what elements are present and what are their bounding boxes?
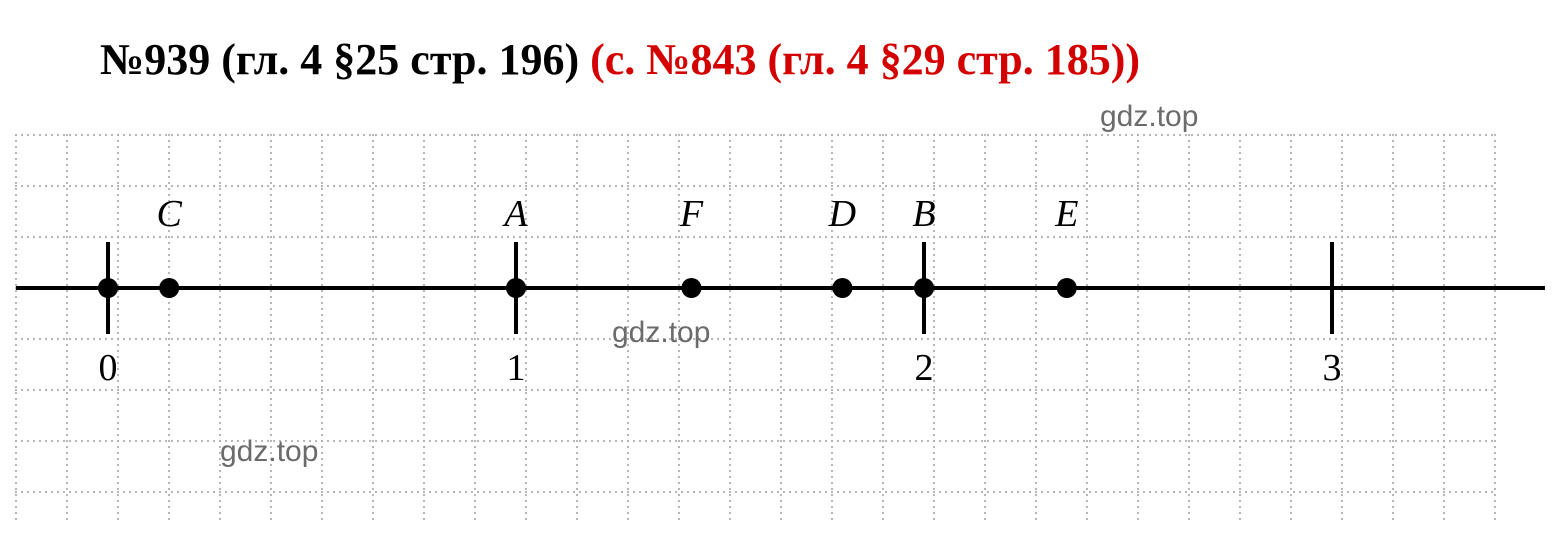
heading-red: (с. №843 (гл. 4 §29 стр. 185)) [590, 35, 1140, 84]
point-label: F [679, 193, 704, 235]
watermark-mid: gdz.top [612, 316, 710, 350]
tick-label: 3 [1323, 347, 1342, 389]
point-dot [681, 278, 701, 298]
point-dot [832, 278, 852, 298]
tick-label: 1 [507, 347, 526, 389]
exercise-heading: №939 (гл. 4 §25 стр. 196) (с. №843 (гл. … [100, 34, 1140, 85]
origin-dot [98, 278, 118, 298]
point-label: C [157, 193, 183, 235]
point-label: E [1054, 193, 1078, 235]
numberline-figure: 0 1 2 3 C A F D B E gdz.top gdz.top [0, 120, 1561, 520]
watermark-low: gdz.top [220, 435, 318, 469]
point-dot [506, 278, 526, 298]
tick-label: 2 [915, 347, 934, 389]
point-label: A [501, 193, 528, 235]
point-dot [914, 278, 934, 298]
point-label: B [912, 193, 935, 235]
tick-label: 0 [99, 347, 118, 389]
point-dot [159, 278, 179, 298]
heading-black: №939 (гл. 4 §25 стр. 196) [100, 35, 579, 84]
point-dot [1057, 278, 1077, 298]
point-label: D [828, 193, 856, 235]
